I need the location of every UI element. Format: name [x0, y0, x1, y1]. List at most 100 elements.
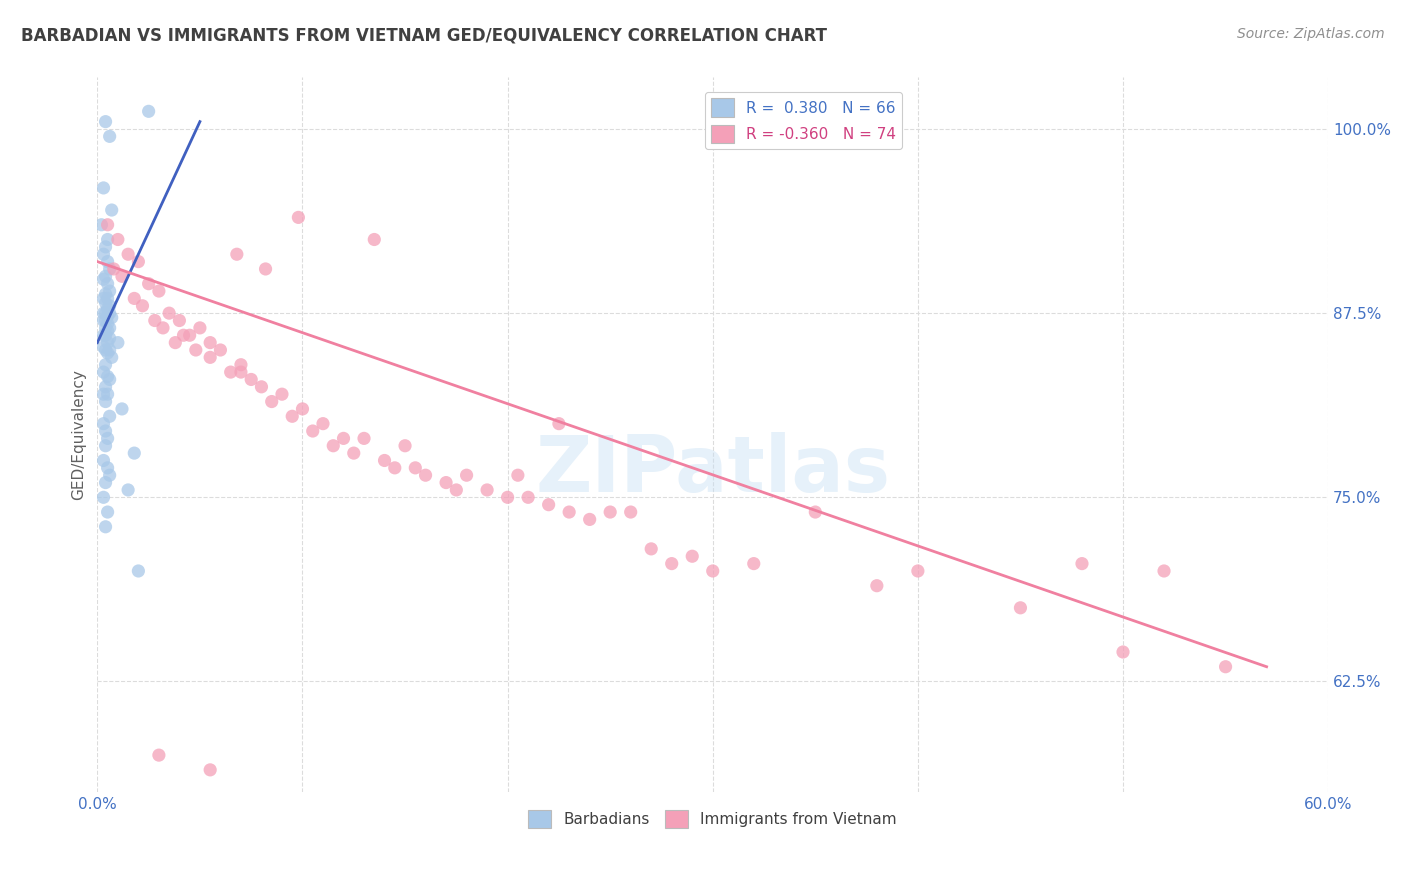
Point: [188, 321, 211, 335]
Point: [94, 394, 117, 409]
Point: [343, 446, 366, 460]
Text: ZIPatlas: ZIPatlas: [536, 433, 890, 508]
Point: [98, 468, 121, 483]
Point: [599, 505, 621, 519]
Point: [127, 564, 149, 578]
Point: [131, 299, 153, 313]
Point: [94, 321, 117, 335]
Point: [93, 453, 115, 467]
Point: [620, 505, 643, 519]
Point: [804, 505, 827, 519]
Point: [93, 417, 115, 431]
Point: [97, 505, 120, 519]
Point: [287, 211, 309, 225]
Point: [98, 372, 121, 386]
Point: [384, 460, 406, 475]
Point: [124, 446, 146, 460]
Point: [198, 351, 221, 365]
Point: [537, 498, 560, 512]
Point: [94, 313, 117, 327]
Point: [866, 579, 889, 593]
Point: [496, 491, 519, 505]
Point: [322, 439, 344, 453]
Point: [117, 247, 139, 261]
Point: [517, 491, 540, 505]
Point: [100, 202, 122, 217]
Point: [446, 483, 468, 497]
Point: [152, 321, 174, 335]
Point: [97, 292, 120, 306]
Point: [94, 475, 117, 490]
Point: [93, 313, 115, 327]
Point: [93, 328, 115, 343]
Point: [97, 232, 120, 246]
Point: [260, 394, 283, 409]
Point: [702, 564, 724, 578]
Point: [90, 218, 112, 232]
Point: [93, 272, 115, 286]
Point: [93, 365, 115, 379]
Point: [640, 541, 662, 556]
Point: [107, 232, 129, 246]
Point: [312, 417, 335, 431]
Point: [94, 343, 117, 357]
Point: [353, 431, 375, 445]
Point: [100, 310, 122, 325]
Point: [506, 468, 529, 483]
Point: [169, 313, 191, 327]
Point: [1071, 557, 1094, 571]
Legend: Barbadians, Immigrants from Vietnam: Barbadians, Immigrants from Vietnam: [523, 804, 903, 834]
Point: [373, 453, 395, 467]
Point: [475, 483, 498, 497]
Point: [94, 439, 117, 453]
Point: [250, 380, 273, 394]
Point: [103, 262, 125, 277]
Point: [184, 343, 207, 357]
Point: [94, 358, 117, 372]
Point: [97, 301, 120, 316]
Point: [394, 439, 416, 453]
Point: [179, 328, 201, 343]
Point: [94, 240, 117, 254]
Point: [98, 306, 121, 320]
Point: [98, 262, 121, 277]
Point: [138, 277, 160, 291]
Point: [742, 557, 765, 571]
Point: [219, 365, 242, 379]
Point: [94, 269, 117, 284]
Point: [558, 505, 581, 519]
Point: [94, 287, 117, 301]
Point: [98, 284, 121, 298]
Point: [93, 491, 115, 505]
Point: [240, 372, 263, 386]
Point: [138, 104, 160, 119]
Point: [98, 321, 121, 335]
Point: [94, 424, 117, 438]
Text: BARBADIAN VS IMMIGRANTS FROM VIETNAM GED/EQUIVALENCY CORRELATION CHART: BARBADIAN VS IMMIGRANTS FROM VIETNAM GED…: [21, 27, 827, 45]
Point: [97, 324, 120, 338]
Point: [97, 254, 120, 268]
Point: [98, 299, 121, 313]
Point: [93, 387, 115, 401]
Point: [1153, 564, 1175, 578]
Point: [97, 335, 120, 350]
Point: [97, 369, 120, 384]
Point: [98, 343, 121, 357]
Point: [456, 468, 478, 483]
Point: [93, 306, 115, 320]
Point: [97, 431, 120, 445]
Point: [98, 129, 121, 144]
Point: [661, 557, 683, 571]
Point: [94, 306, 117, 320]
Point: [97, 218, 120, 232]
Point: [143, 313, 166, 327]
Point: [98, 331, 121, 345]
Point: [93, 247, 115, 261]
Point: [93, 181, 115, 195]
Point: [157, 306, 180, 320]
Point: [97, 460, 120, 475]
Point: [97, 317, 120, 331]
Point: [301, 424, 323, 438]
Point: [148, 748, 170, 763]
Point: [124, 292, 146, 306]
